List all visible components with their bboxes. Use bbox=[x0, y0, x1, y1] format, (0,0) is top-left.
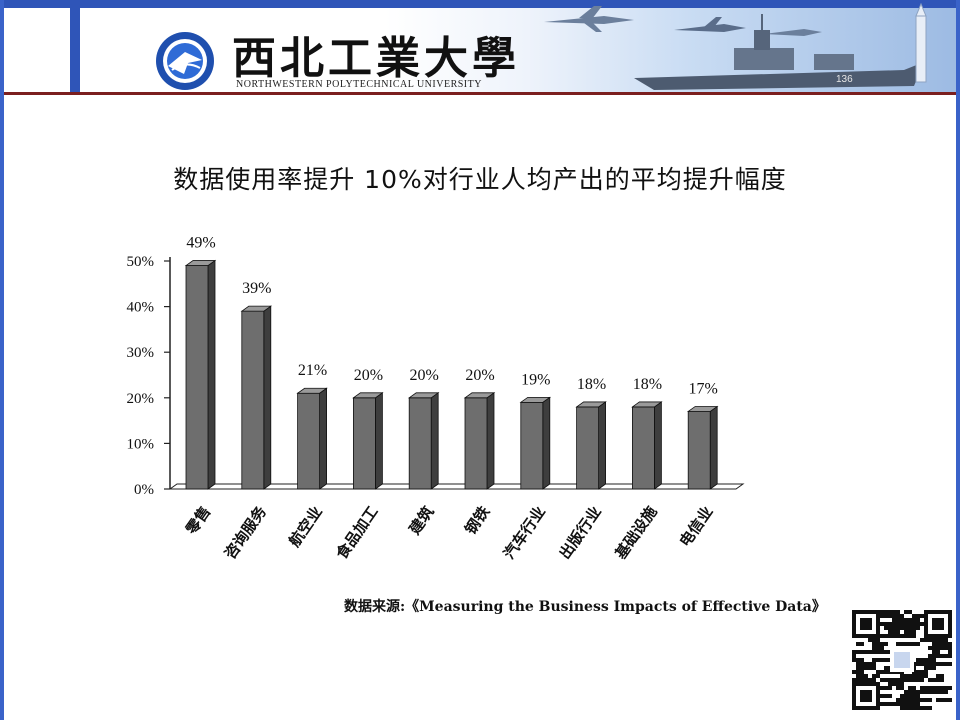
bar-top bbox=[184, 260, 217, 266]
bar-side bbox=[542, 396, 551, 490]
university-name-en: NORTHWESTERN POLYTECHNICAL UNIVERSITY bbox=[236, 79, 482, 90]
data-label: 18% bbox=[633, 376, 662, 393]
bar-top bbox=[686, 406, 719, 412]
x-tick-label: 汽车行业 bbox=[500, 503, 549, 562]
jet-icon bbox=[764, 29, 822, 36]
data-label: 18% bbox=[577, 376, 606, 393]
jet-icon bbox=[544, 6, 634, 32]
bar-side bbox=[374, 392, 383, 490]
bar bbox=[464, 397, 488, 490]
bar bbox=[520, 401, 544, 490]
bar bbox=[632, 406, 655, 490]
data-source-note: 数据来源:《Measuring the Business Impacts of … bbox=[344, 599, 826, 615]
x-tick-label: 出版行业 bbox=[556, 503, 605, 562]
header-banner: 西北工業大學 NORTHWESTERN POLYTECHNICAL UNIVER… bbox=[4, 0, 956, 95]
bar bbox=[687, 411, 711, 490]
x-tick-label: 钢铁 bbox=[461, 503, 493, 538]
ship-number: 136 bbox=[836, 74, 853, 85]
bar-side bbox=[263, 305, 272, 490]
header-divider bbox=[4, 92, 956, 95]
data-label: 17% bbox=[689, 380, 718, 397]
bar-side bbox=[709, 405, 718, 490]
rocket-icon bbox=[915, 2, 927, 83]
bar-side bbox=[430, 392, 439, 490]
x-tick-label: 食品加工 bbox=[333, 503, 382, 562]
bar-top bbox=[631, 401, 663, 408]
bar bbox=[576, 406, 599, 490]
bar bbox=[185, 265, 209, 490]
bar-top bbox=[296, 387, 328, 394]
jet-icon bbox=[674, 17, 746, 32]
bar-side bbox=[486, 392, 495, 490]
warship-icon: 136 bbox=[634, 14, 924, 90]
header-artwork: 136 bbox=[544, 2, 927, 90]
university-name-cn: 西北工業大學 bbox=[232, 33, 520, 84]
bar-side bbox=[207, 259, 216, 490]
bar bbox=[241, 310, 265, 490]
bar-top bbox=[407, 392, 440, 399]
bar-top bbox=[519, 396, 552, 403]
bar-top bbox=[240, 305, 273, 312]
bar-top bbox=[575, 401, 607, 408]
data-label: 49% bbox=[186, 235, 215, 252]
y-tick-label: 30% bbox=[127, 345, 155, 361]
x-tick-label: 建筑 bbox=[406, 503, 438, 538]
y-tick-label: 20% bbox=[127, 391, 155, 407]
bar bbox=[352, 397, 376, 490]
bar-side bbox=[319, 387, 328, 490]
data-label: 19% bbox=[521, 371, 550, 388]
bar-top bbox=[352, 392, 384, 399]
bar bbox=[408, 397, 432, 490]
bar-side bbox=[598, 401, 606, 490]
x-tick-label: 基础设施 bbox=[611, 503, 661, 563]
y-tick-label: 40% bbox=[127, 300, 155, 316]
data-label: 20% bbox=[410, 367, 439, 384]
bar-top bbox=[463, 392, 496, 399]
y-tick-label: 10% bbox=[127, 436, 155, 452]
x-tick-label: 咨询服务 bbox=[221, 502, 271, 562]
header-top-band bbox=[4, 0, 956, 8]
x-tick-label: 电信业 bbox=[676, 503, 717, 550]
data-label: 39% bbox=[242, 280, 271, 297]
chart-title: 数据使用率提升 10%对行业人均产出的平均提升幅度 bbox=[173, 165, 787, 194]
data-label: 21% bbox=[298, 362, 327, 379]
university-logo-icon bbox=[156, 32, 214, 90]
data-label: 20% bbox=[465, 367, 494, 384]
x-tick-label: 航空业 bbox=[285, 503, 326, 550]
bar-side bbox=[654, 401, 662, 490]
qr-code-icon bbox=[852, 610, 952, 710]
data-label: 20% bbox=[354, 367, 383, 384]
bar bbox=[297, 392, 321, 490]
x-tick-label: 零售 bbox=[182, 503, 215, 539]
header-left-band bbox=[70, 0, 80, 95]
y-tick-label: 50% bbox=[127, 254, 155, 270]
y-tick-label: 0% bbox=[134, 482, 154, 498]
